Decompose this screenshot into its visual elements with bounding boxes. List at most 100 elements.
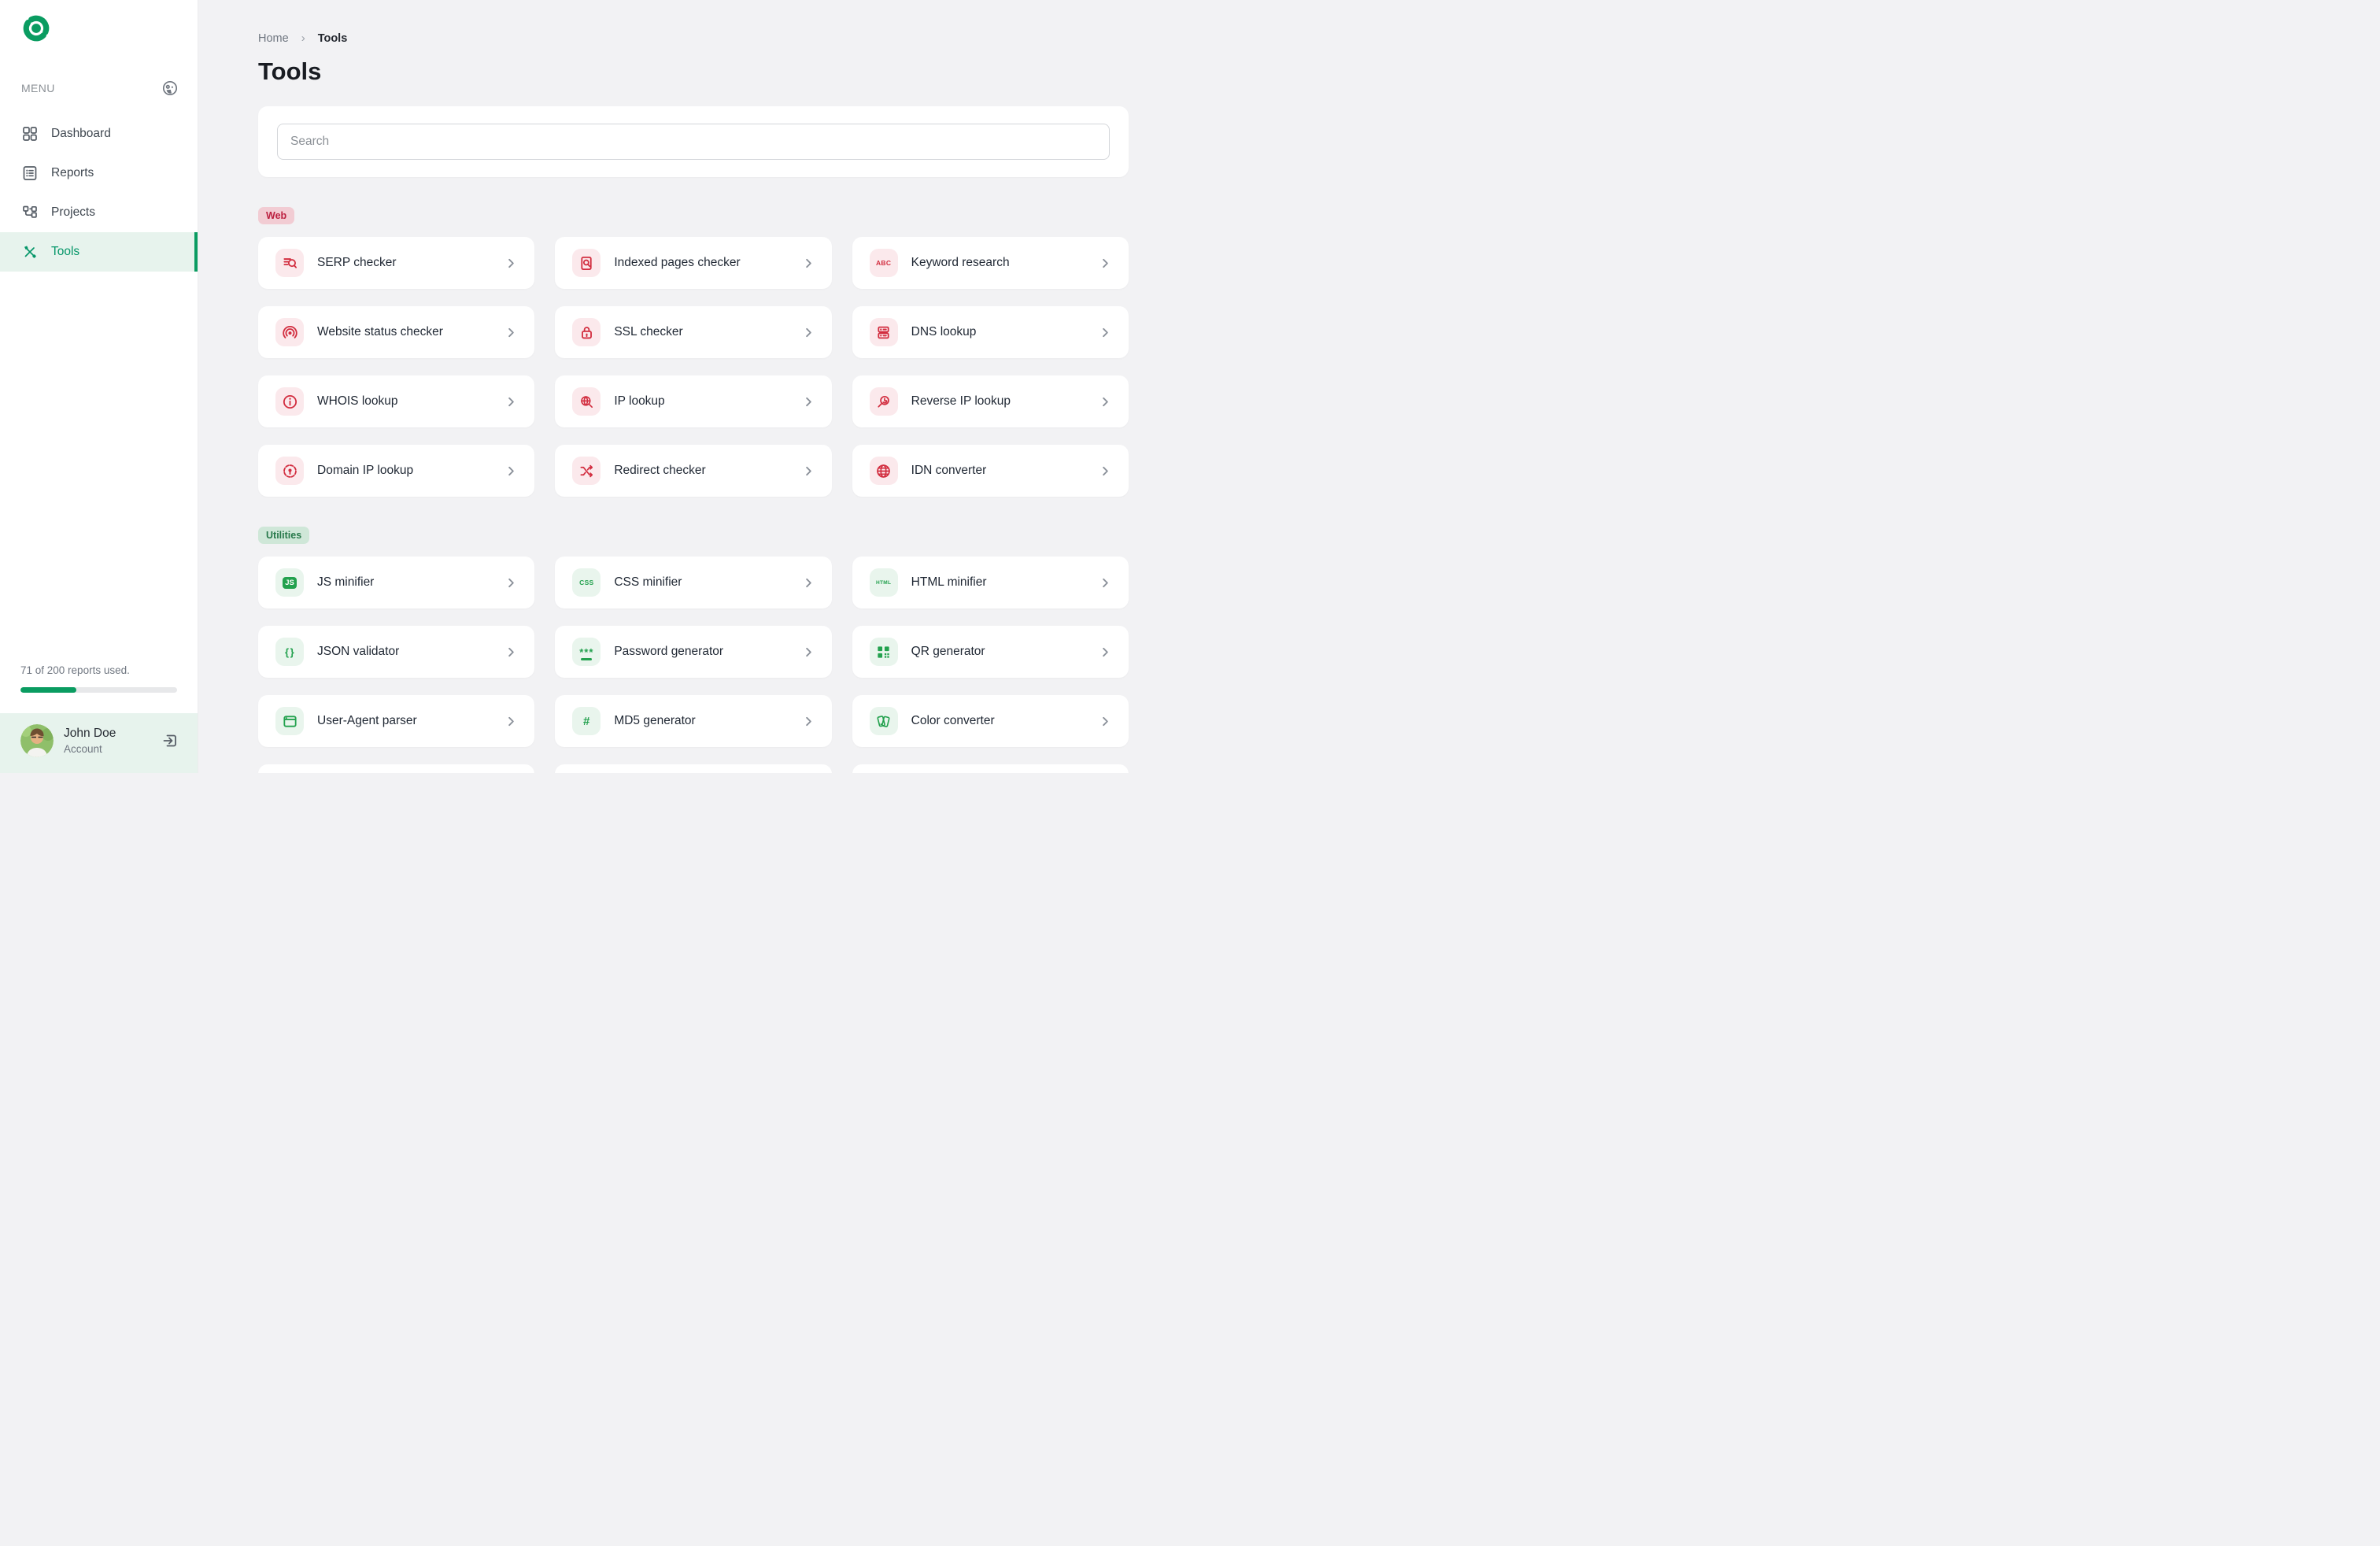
tool-card[interactable]: CSS CSS minifier xyxy=(555,557,832,608)
section-badge-utilities: Utilities xyxy=(258,527,310,544)
tool-label: SERP checker xyxy=(317,256,397,269)
qr-code-icon xyxy=(869,638,898,666)
search-input[interactable] xyxy=(277,124,1110,160)
chevron-right-icon xyxy=(505,465,517,477)
website-status-icon xyxy=(275,318,304,346)
tool-card[interactable]: SERP checker xyxy=(258,237,535,289)
chevron-right-icon xyxy=(803,327,815,338)
account-footer[interactable]: John Doe Account xyxy=(0,713,198,773)
tool-card[interactable]: IP lookup xyxy=(555,375,832,427)
search-card xyxy=(258,106,1129,177)
tool-label: MD5 generator xyxy=(614,714,696,727)
chevron-right-icon xyxy=(803,716,815,727)
tool-sections: Web SERP checker Indexed pages checker ABC K… xyxy=(258,177,1129,773)
chevron-right-icon xyxy=(803,257,815,269)
reports-usage: 71 of 200 reports used. xyxy=(0,664,198,693)
ssl-lock-icon xyxy=(572,318,601,346)
breadcrumb-home[interactable]: Home xyxy=(258,31,289,45)
projects-flow-icon xyxy=(21,204,39,221)
chevron-right-icon xyxy=(1099,257,1111,269)
chevron-right-icon xyxy=(803,396,815,408)
tool-card[interactable]: Website status checker xyxy=(258,306,535,358)
tool-label: Redirect checker xyxy=(614,464,706,477)
tool-label: SSL checker xyxy=(614,325,683,338)
tool-card[interactable]: IDN converter xyxy=(852,445,1129,497)
domain-ip-target-icon xyxy=(275,457,304,485)
tool-card-partial[interactable] xyxy=(852,764,1129,773)
chevron-right-icon xyxy=(505,327,517,338)
tool-card[interactable]: Color converter xyxy=(852,695,1129,747)
usage-progress-fill xyxy=(20,687,76,693)
tool-card[interactable]: SSL checker xyxy=(555,306,832,358)
tool-card[interactable]: Domain IP lookup xyxy=(258,445,535,497)
tool-card[interactable]: DNS lookup xyxy=(852,306,1129,358)
css-text-icon: CSS xyxy=(572,568,601,597)
serp-checker-icon xyxy=(275,249,304,277)
tool-label: Keyword research xyxy=(911,256,1010,269)
logout-icon[interactable] xyxy=(161,732,179,749)
sidebar-item-tools[interactable]: Tools xyxy=(0,232,198,272)
chevron-right-icon xyxy=(803,465,815,477)
chevron-right-icon xyxy=(803,646,815,658)
avatar xyxy=(20,724,54,757)
chevron-right-icon xyxy=(1099,327,1111,338)
sidebar-item-label: Tools xyxy=(51,245,80,258)
chevron-right-icon: › xyxy=(301,31,305,45)
breadcrumb-current: Tools xyxy=(317,31,348,45)
section-badge-web: Web xyxy=(258,207,295,224)
tool-label: JSON validator xyxy=(317,645,400,658)
reverse-ip-icon xyxy=(869,387,898,416)
sidebar-item-label: Reports xyxy=(51,166,94,179)
chevron-right-icon xyxy=(505,257,517,269)
tool-card[interactable]: ABC Keyword research xyxy=(852,237,1129,289)
tool-card[interactable]: QR generator xyxy=(852,626,1129,678)
tool-card[interactable]: *** Password generator xyxy=(555,626,832,678)
password-stars-icon: *** xyxy=(572,638,601,666)
tool-grid-web: SERP checker Indexed pages checker ABC Keyw… xyxy=(258,237,1129,497)
ip-lookup-icon xyxy=(572,387,601,416)
color-swatches-icon xyxy=(869,707,898,735)
sidebar-item-projects[interactable]: Projects xyxy=(0,193,198,232)
chevron-right-icon xyxy=(1099,716,1111,727)
sidebar-item-label: Projects xyxy=(51,205,95,219)
tool-card[interactable]: Indexed pages checker xyxy=(555,237,832,289)
tool-card[interactable]: WHOIS lookup xyxy=(258,375,535,427)
tool-label: WHOIS lookup xyxy=(317,394,398,408)
tool-card[interactable]: User-Agent parser xyxy=(258,695,535,747)
app-logo[interactable] xyxy=(0,0,198,48)
tool-label: HTML minifier xyxy=(911,575,987,589)
tool-card-partial[interactable] xyxy=(258,764,535,773)
chevron-right-icon xyxy=(1099,577,1111,589)
tool-card[interactable]: Redirect checker xyxy=(555,445,832,497)
sidebar: MENU Dashboard Reports Proj xyxy=(0,0,198,773)
chevron-right-icon xyxy=(505,577,517,589)
tool-label: DNS lookup xyxy=(911,325,977,338)
dns-server-icon xyxy=(869,318,898,346)
chevron-right-icon xyxy=(505,716,517,727)
app-window: MENU Dashboard Reports Proj xyxy=(0,0,1190,773)
reports-list-icon xyxy=(21,165,39,182)
face-icon[interactable] xyxy=(161,80,179,97)
tool-card[interactable]: Reverse IP lookup xyxy=(852,375,1129,427)
chevron-right-icon xyxy=(505,646,517,658)
tool-card-partial[interactable] xyxy=(555,764,832,773)
chevron-right-icon xyxy=(1099,646,1111,658)
tool-label: IDN converter xyxy=(911,464,987,477)
tool-label: Reverse IP lookup xyxy=(911,394,1011,408)
sidebar-item-reports[interactable]: Reports xyxy=(0,153,198,193)
menu-section-label: MENU xyxy=(21,82,55,94)
tool-card[interactable]: JS JS minifier xyxy=(258,557,535,608)
usage-progress-bar xyxy=(20,687,177,693)
tool-card[interactable]: { } JSON validator xyxy=(258,626,535,678)
tool-label: Indexed pages checker xyxy=(614,256,741,269)
usage-text: 71 of 200 reports used. xyxy=(20,664,130,676)
main-content: Home › Tools Tools Web SERP checker Indexe… xyxy=(198,0,1190,773)
user-name: John Doe xyxy=(64,727,116,740)
sidebar-item-dashboard[interactable]: Dashboard xyxy=(0,114,198,153)
tool-card[interactable]: HTML HTML minifier xyxy=(852,557,1129,608)
tool-label: Password generator xyxy=(614,645,724,658)
js-badge-icon: JS xyxy=(275,568,304,597)
tool-card[interactable]: # MD5 generator xyxy=(555,695,832,747)
chevron-right-icon xyxy=(803,577,815,589)
tool-label: Website status checker xyxy=(317,325,443,338)
